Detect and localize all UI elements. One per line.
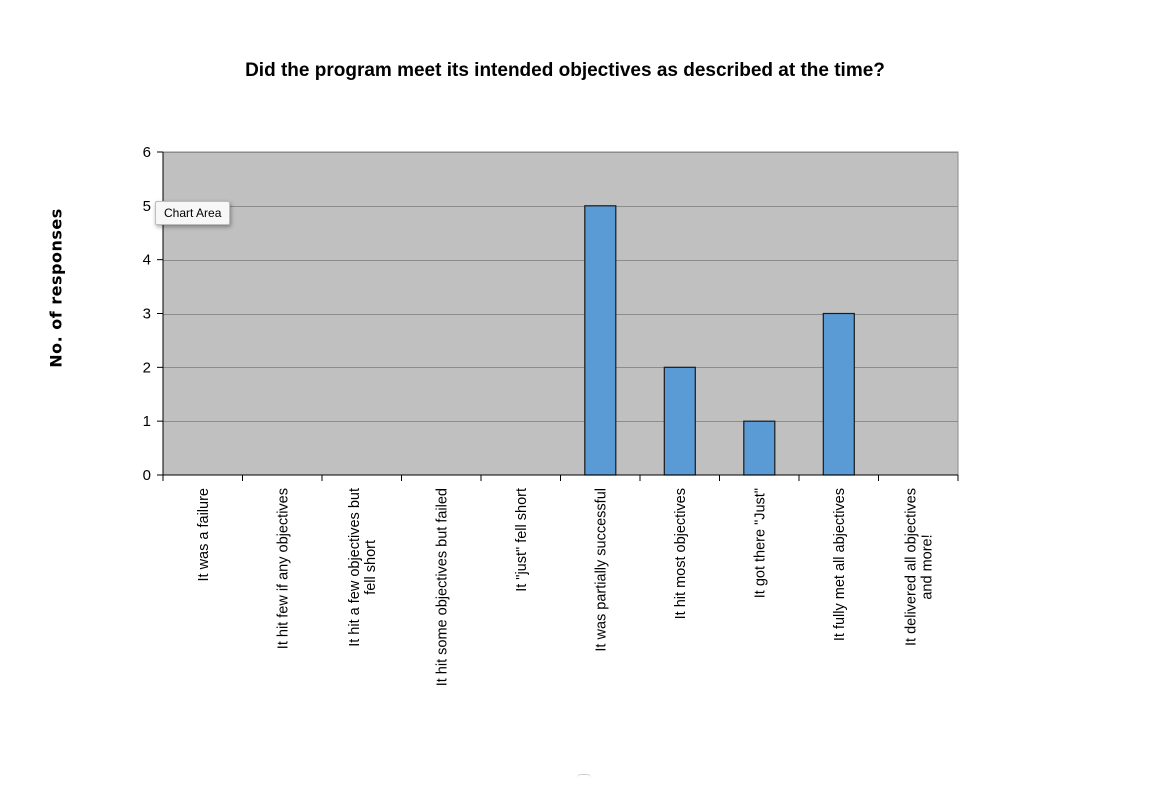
y-tick-label-5: 5 — [143, 198, 151, 215]
y-tick-label-2: 2 — [143, 359, 151, 376]
y-tick-label-6: 6 — [143, 144, 151, 161]
x-tick-label-5: It was partially successful — [593, 488, 609, 652]
y-tick-labels: 0 1 2 3 4 5 6 — [143, 144, 151, 484]
x-tick-label-8: It fully met all abjectives — [832, 488, 848, 641]
y-tick-label-4: 4 — [143, 252, 151, 269]
x-tick-label-3: It hit some objectives but failed — [434, 488, 450, 686]
y-tick-label-3: 3 — [143, 306, 151, 323]
x-tick-label-4: It "just" fell short — [514, 488, 530, 592]
bar-7 — [743, 420, 776, 476]
x-tick-label-2: It hit a few objectives butfell short — [347, 488, 379, 647]
bar-5 — [584, 205, 617, 476]
bars — [584, 205, 855, 476]
bar-8 — [822, 312, 855, 476]
x-tick-label-6: It hit most objectives — [673, 488, 689, 619]
x-tick-label-1: It hit few if any objectives — [275, 488, 291, 649]
x-tick-label-9: It delivered all objectivesand more! — [903, 488, 935, 646]
x-tick-label-7: It got there "Just" — [752, 488, 768, 598]
chart-area-tooltip: Chart Area — [155, 201, 231, 225]
bar-6 — [663, 366, 696, 476]
x-tick-label-0: It was a failure — [196, 488, 212, 582]
x-tick-labels: It was a failure It hit few if any object… — [196, 488, 936, 686]
y-tick-label-1: 1 — [143, 413, 151, 430]
chart-title: Did the program meet its intended object… — [245, 60, 885, 81]
scroll-indicator — [577, 774, 591, 779]
y-tick-label-0: 0 — [143, 467, 151, 484]
